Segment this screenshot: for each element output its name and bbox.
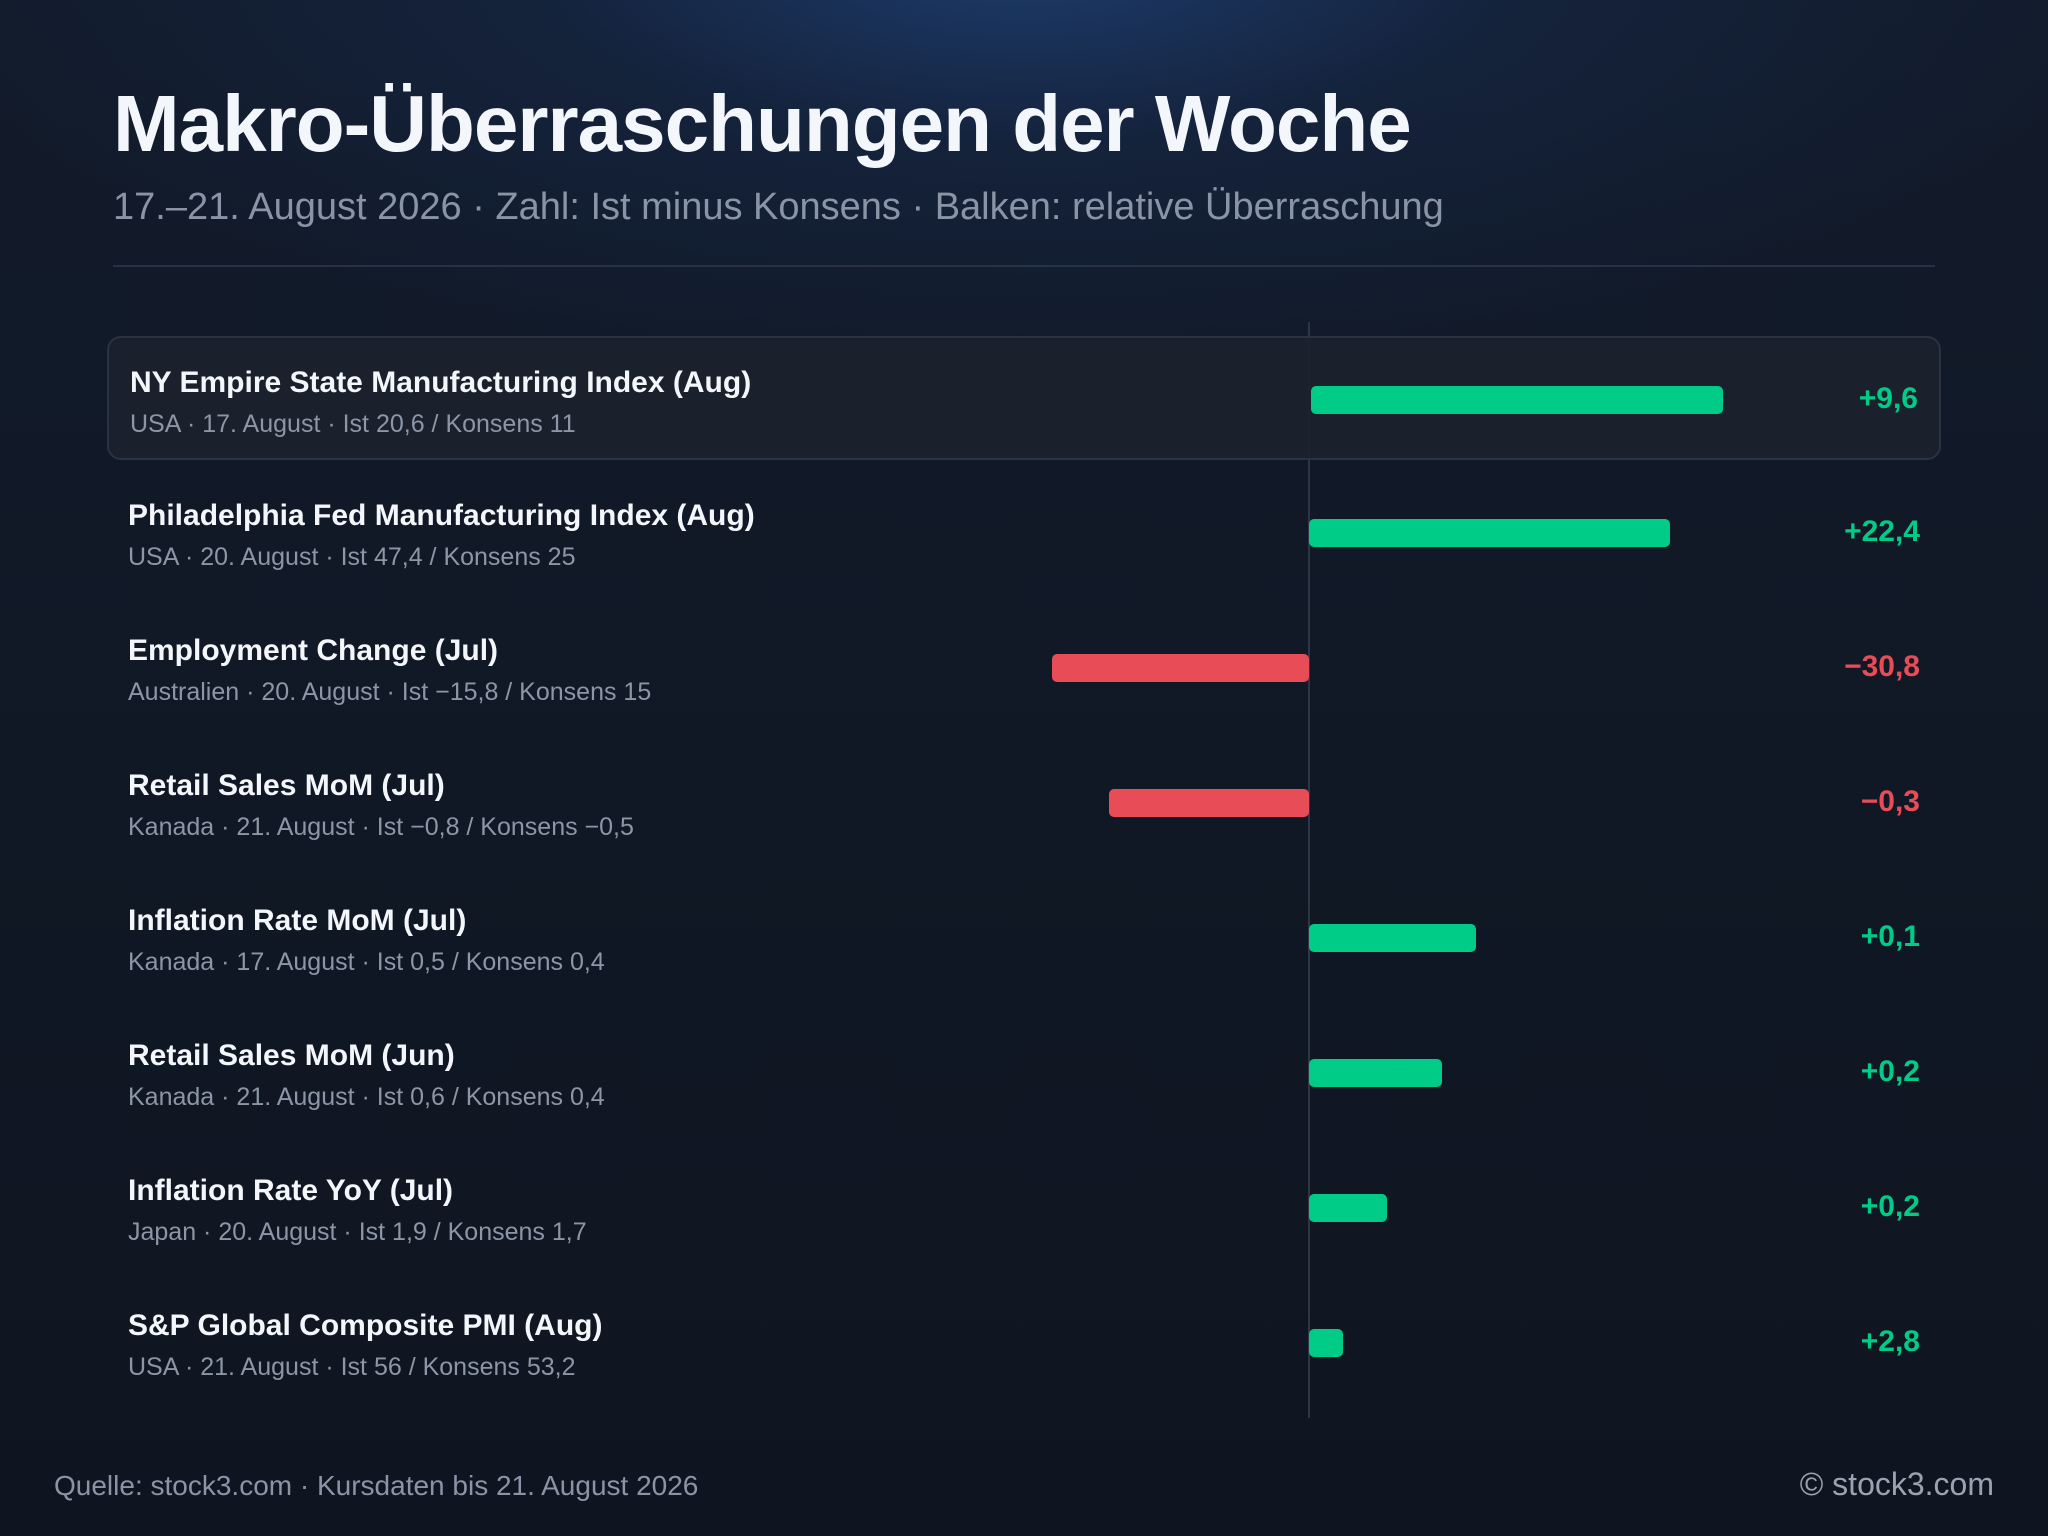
surprise-bar (1309, 1329, 1343, 1357)
indicator-name: Retail Sales MoM (Jun) (128, 1039, 455, 1072)
table-row[interactable]: Retail Sales MoM (Jul) Kanada · 21. Augus… (107, 741, 1941, 865)
surprise-bar (1108, 789, 1309, 817)
indicator-meta: Kanada · 21. August · Ist 0,6 / Konsens … (128, 1083, 605, 1111)
table-row[interactable]: Inflation Rate YoY (Jul) Japan · 20. Augu… (107, 1146, 1941, 1270)
indicator-meta: Japan · 20. August · Ist 1,9 / Konsens 1… (128, 1218, 587, 1246)
surprise-bar (1309, 1194, 1388, 1222)
table-row[interactable]: Philadelphia Fed Manufacturing Index (Au… (107, 471, 1941, 595)
indicator-meta: Kanada · 21. August · Ist −0,8 / Konsens… (128, 813, 634, 841)
table-row[interactable]: Inflation Rate MoM (Jul) Kanada · 17. Aug… (107, 876, 1941, 1000)
indicator-name: Philadelphia Fed Manufacturing Index (Au… (128, 499, 755, 532)
indicator-meta: Kanada · 17. August · Ist 0,5 / Konsens … (128, 948, 605, 976)
surprise-value: +22,4 (1844, 515, 1920, 548)
zero-axis-line (1308, 322, 1310, 1418)
indicator-name: Inflation Rate MoM (Jul) (128, 904, 467, 937)
surprise-bar (1309, 924, 1477, 952)
indicator-meta: USA · 20. August · Ist 47,4 / Konsens 25 (128, 543, 576, 571)
brand-copyright: © stock3.com (1799, 1466, 1994, 1502)
indicator-name: Employment Change (Jul) (128, 634, 499, 667)
surprise-bar (1309, 519, 1671, 547)
indicator-meta: USA · 21. August · Ist 56 / Konsens 53,2 (128, 1353, 576, 1381)
surprise-value: +0,1 (1860, 920, 1920, 953)
header-divider (113, 265, 1935, 267)
surprise-value: +9,6 (1858, 382, 1918, 415)
surprise-bar (1309, 1059, 1443, 1087)
indicator-meta: USA · 17. August · Ist 20,6 / Konsens 11 (130, 410, 576, 438)
surprise-value: +0,2 (1860, 1190, 1920, 1223)
surprise-bar (1311, 386, 1724, 414)
page-title: Makro-Überraschungen der Woche (113, 79, 1412, 168)
indicator-meta: Australien · 20. August · Ist −15,8 / Ko… (128, 678, 652, 706)
surprise-bar (1051, 654, 1309, 682)
source-note: Quelle: stock3.com · Kursdaten bis 21. A… (54, 1470, 699, 1501)
page-subtitle: 17.–21. August 2026 · Zahl: Ist minus Ko… (113, 186, 1444, 228)
table-row[interactable]: Employment Change (Jul) Australien · 20. … (107, 606, 1941, 730)
indicator-name: Inflation Rate YoY (Jul) (128, 1174, 454, 1207)
surprise-value: −0,3 (1860, 785, 1920, 818)
table-row[interactable]: NY Empire State Manufacturing Index (Aug… (107, 336, 1941, 460)
table-row[interactable]: S&P Global Composite PMI (Aug) USA · 21. … (107, 1281, 1941, 1405)
surprise-value: +2,8 (1860, 1325, 1920, 1358)
indicator-name: NY Empire State Manufacturing Index (Aug… (130, 366, 752, 399)
indicator-name: S&P Global Composite PMI (Aug) (128, 1309, 603, 1342)
surprise-value: +0,2 (1860, 1055, 1920, 1088)
table-row[interactable]: Retail Sales MoM (Jun) Kanada · 21. Augus… (107, 1011, 1941, 1135)
indicator-name: Retail Sales MoM (Jul) (128, 769, 445, 802)
surprise-value: −30,8 (1844, 650, 1920, 683)
